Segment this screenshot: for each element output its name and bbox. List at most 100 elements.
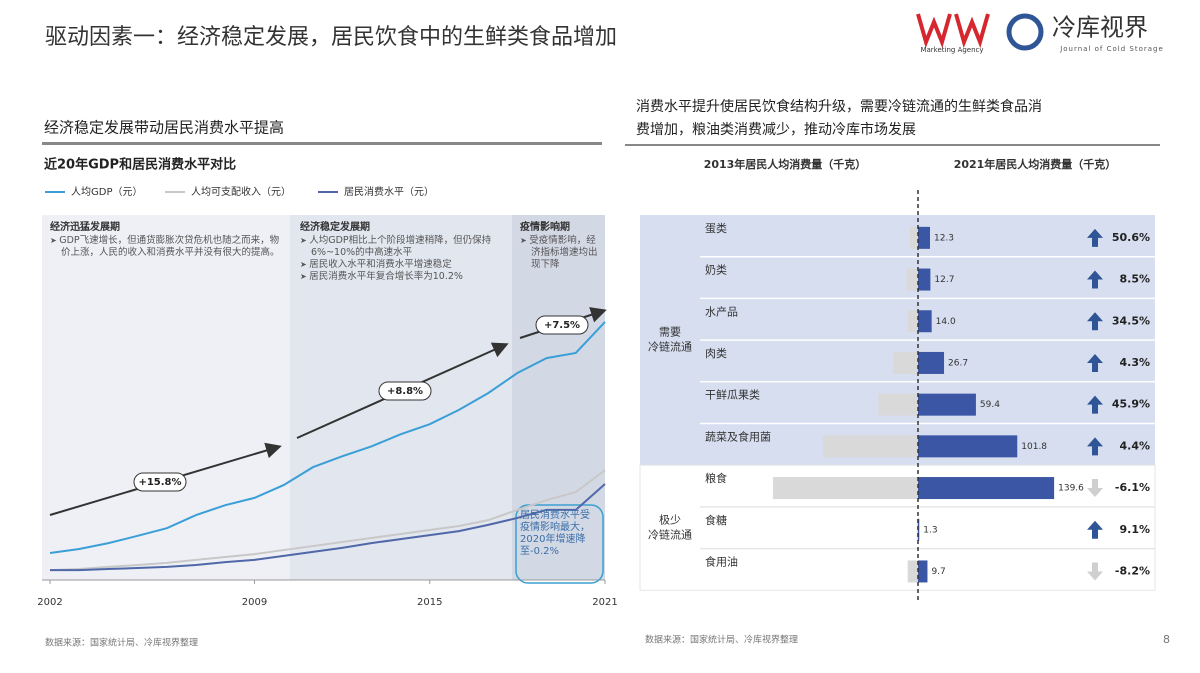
value-label: 26.7 [948,358,968,368]
value-label: 59.4 [980,400,1000,410]
group-label: 极少 [659,512,681,526]
group-label: 需要 [659,326,681,339]
growth-label: +7.5% [544,320,580,331]
bar-2021 [918,393,976,416]
bar-2013 [907,310,918,333]
column-title: 2013年居民人均消费量（千克） [704,157,867,171]
x-tick-label: 2009 [242,597,267,608]
change-label: 34.5% [1112,314,1150,327]
bar-2021 [918,477,1055,500]
group-label: 冷链流通 [648,527,692,541]
change-arrow [1087,312,1103,331]
panel-heading: 费增加，粮油类消费减少，推动冷库市场发展 [636,121,916,138]
change-arrow [1087,353,1103,372]
change-arrow [1087,228,1103,247]
period-band [512,215,605,580]
callout-text: 居民消费水平受疫情影响最大，2020年增速降至-0.2% [520,510,590,557]
legend-label: 居民消费水平（元） [344,185,434,198]
change-label: 9.1% [1119,523,1150,536]
bar-2021 [918,226,930,249]
change-label: -8.2% [1115,564,1150,577]
legend-label: 人均GDP（元） [71,186,142,198]
period-note: 经济稳定发展期人均GDP相比上个阶段增速稍降，但仍保持6%~10%的中高速水平居… [300,222,505,283]
x-tick-label: 2021 [592,597,617,608]
growth-pill [378,381,432,401]
category-label: 肉类 [705,346,727,360]
value-label: 1.3 [923,525,937,535]
change-arrow [1087,562,1103,581]
journal-logo [1006,13,1044,51]
change-arrow [1087,437,1103,456]
change-arrow [1087,395,1103,414]
period-bullet: 居民收入水平和消费水平增速稳定 [300,259,505,271]
x-tick-label: 2002 [37,597,62,608]
period-bullet: GDP飞速增长，但通货膨胀次贷危机也随之而来，物价上涨，人民的收入和消费水平并没… [50,235,282,259]
change-label: -6.1% [1115,481,1150,494]
growth-pill [535,315,589,335]
legend-label: 人均可支配收入（元） [191,185,291,198]
bar-2013 [910,226,918,249]
series-line [49,321,606,554]
journal-subtitle: Journal of Cold Storage [1059,45,1164,53]
bar-2013 [773,477,918,500]
period-bullet: 人均GDP相比上个阶段增速稍降，但仍保持6%~10%的中高速水平 [300,235,505,259]
value-label: 14.0 [936,317,956,327]
period-bullet: 居民消费水平年复合增长率为10.2% [300,271,505,283]
bar-2021 [918,310,932,333]
brand-tagline: Marketing Agency [920,46,983,54]
change-arrow [1087,270,1103,289]
category-label: 干鲜瓜果类 [705,388,760,402]
group-label: 冷链流通 [648,340,692,354]
slide-title: 驱动因素一：经济稳定发展，居民饮食中的生鲜类食品增加 [45,25,617,50]
value-label: 139.6 [1058,484,1084,494]
category-label: 食糖 [705,513,727,527]
category-label: 蛋类 [705,221,727,235]
journal-name: 冷库视界 [1052,15,1148,42]
change-label: 4.4% [1119,439,1150,452]
period-title: 疫情影响期 [520,222,570,233]
panel-heading: 消费水平提升使居民饮食结构升级，需要冷链流通的生鲜类食品消 [636,98,1042,115]
category-label: 食用油 [705,554,738,568]
source-note: 数据来源：国家统计局、冷库视界整理 [45,637,198,649]
value-label: 9.7 [931,567,945,577]
period-note: 疫情影响期受疫情影响，经济指标增速均出现下降 [520,222,602,271]
change-arrow [1087,479,1103,498]
value-label: 101.8 [1021,442,1047,452]
source-note: 数据来源：国家统计局、冷库视界整理 [645,634,798,646]
page-number: 8 [1163,633,1170,646]
change-arrow [1087,520,1103,539]
period-title: 经济迅猛发展期 [50,222,120,233]
growth-label: +8.8% [387,386,423,397]
category-label: 水产品 [705,304,738,318]
value-label: 12.7 [934,275,954,285]
change-label: 4.3% [1119,356,1150,369]
callout-box [515,504,604,584]
bar-2013 [822,435,918,458]
bar-2021 [918,351,945,374]
change-label: 8.5% [1119,273,1150,286]
period-bullet: 受疫情影响，经济指标增速均出现下降 [520,235,602,271]
bar-2013 [878,393,918,416]
x-tick-label: 2015 [417,597,442,608]
bar-2013 [906,268,918,291]
change-label: 50.6% [1112,231,1150,244]
series-line [50,483,606,572]
bar-2021 [918,268,931,291]
divider [42,142,602,145]
category-label: 奶类 [705,263,727,277]
period-title: 经济稳定发展期 [300,222,370,233]
divider [625,144,1160,146]
category-label: 蔬菜及食用菌 [705,429,771,443]
bar-2021 [918,435,1018,458]
change-label: 45.9% [1112,398,1150,411]
growth-pill [133,472,187,492]
period-band [42,215,290,580]
bar-2013 [893,351,918,374]
panel-heading: 经济稳定发展带动居民消费水平提高 [44,119,284,137]
series-line [49,469,606,572]
period-note: 经济迅猛发展期 GDP飞速增长，但通货膨胀次贷危机也随之而来，物价上涨，人民的收入… [50,222,282,259]
column-title: 2021年居民人均消费量（千克） [954,157,1117,171]
brand-logo [916,13,990,49]
